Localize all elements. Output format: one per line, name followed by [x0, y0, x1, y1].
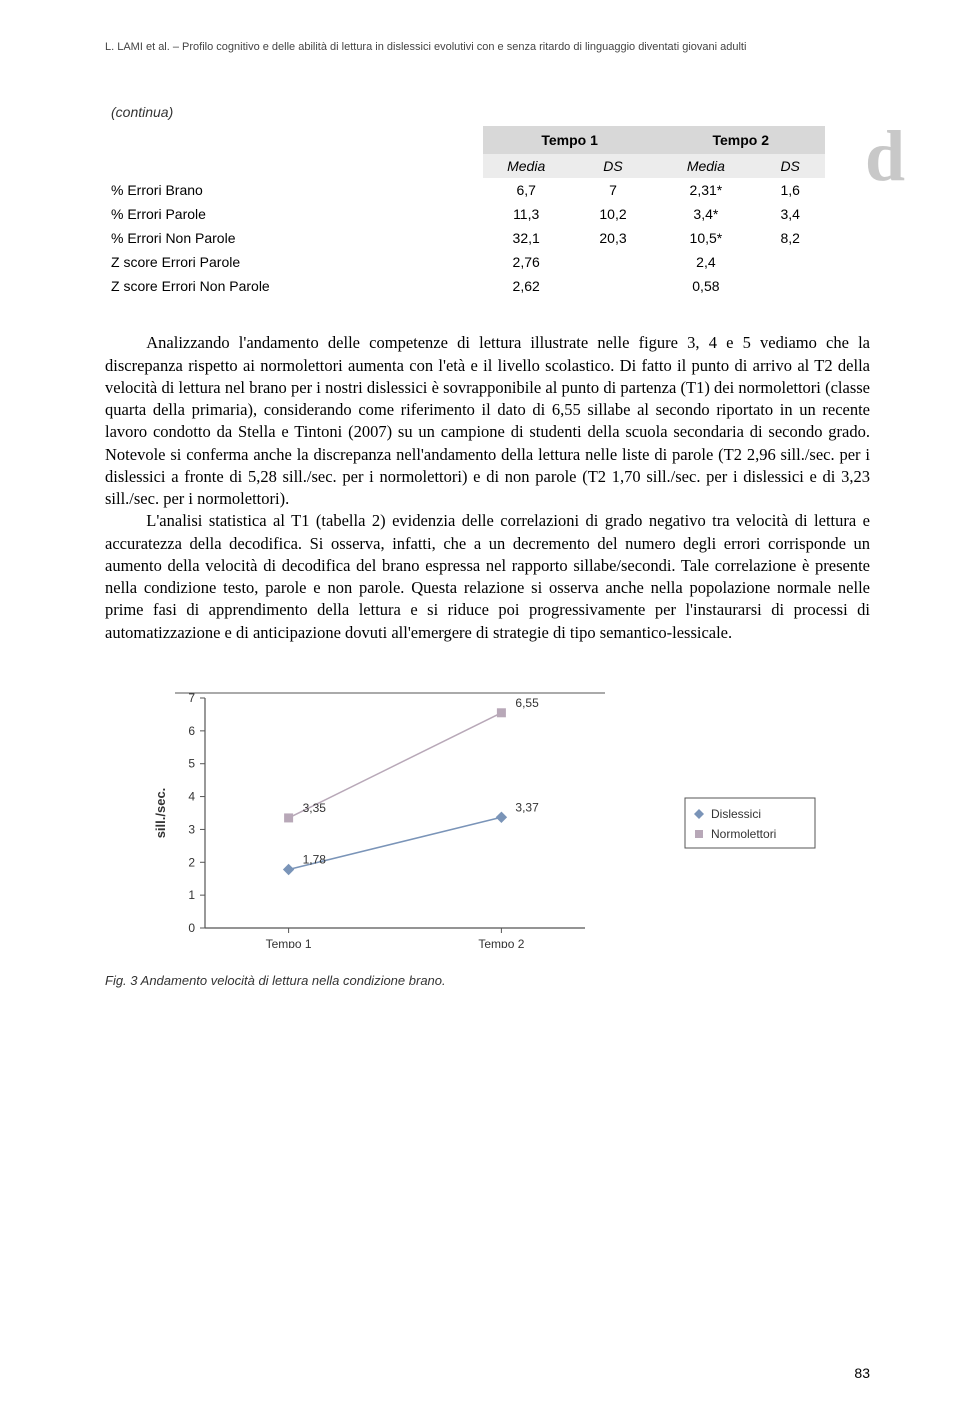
svg-text:5: 5: [188, 757, 195, 771]
row-label: % Errori Non Parole: [105, 226, 483, 250]
svg-text:Tempo 2: Tempo 2: [478, 937, 524, 948]
cell: 2,4: [656, 250, 755, 274]
figure-3-chart: 0 1 2 3 4 5 6 7 Tempo 1 Tempo 2 sill./sec. 1,78 3,37…: [125, 688, 870, 953]
svg-text:sill./sec.: sill./sec.: [153, 788, 168, 839]
svg-text:2: 2: [188, 855, 195, 869]
section-mark-d: d: [865, 120, 905, 192]
cell: [755, 274, 825, 298]
table-row: % Errori Parole11,310,23,4*3,4: [105, 202, 825, 226]
svg-text:0: 0: [188, 921, 195, 935]
svg-text:3,37: 3,37: [515, 800, 539, 814]
subhead-media-2: Media: [656, 154, 755, 178]
table-subheader-row: Media DS Media DS: [105, 154, 825, 178]
cell: 11,3: [483, 202, 570, 226]
svg-text:Tempo 1: Tempo 1: [266, 937, 312, 948]
cell: 3,4*: [656, 202, 755, 226]
page-number: 83: [854, 1365, 870, 1381]
cell: [755, 250, 825, 274]
cell: 2,62: [483, 274, 570, 298]
svg-text:Dislessici: Dislessici: [711, 807, 761, 821]
subhead-ds-1: DS: [570, 154, 657, 178]
table-row: Z score Errori Parole2,76 2,4: [105, 250, 825, 274]
svg-text:7: 7: [188, 691, 195, 705]
row-label: Z score Errori Non Parole: [105, 274, 483, 298]
col-group-tempo2: Tempo 2: [656, 126, 825, 154]
cell: 6,7: [483, 178, 570, 202]
table-row: Z score Errori Non Parole2,62 0,58: [105, 274, 825, 298]
cell: 10,2: [570, 202, 657, 226]
svg-text:6: 6: [188, 724, 195, 738]
svg-text:1: 1: [188, 888, 195, 902]
svg-text:4: 4: [188, 790, 195, 804]
cell: 8,2: [755, 226, 825, 250]
paragraph-1: Analizzando l'andamento delle competenze…: [105, 332, 870, 510]
row-label: Z score Errori Parole: [105, 250, 483, 274]
table-row: % Errori Brano6,772,31*1,6: [105, 178, 825, 202]
cell: 1,6: [755, 178, 825, 202]
cell: 3,4: [755, 202, 825, 226]
cell: 7: [570, 178, 657, 202]
figure-caption: Fig. 3 Andamento velocità di lettura nel…: [105, 973, 870, 988]
cell: 32,1: [483, 226, 570, 250]
paragraph-2: L'analisi statistica al T1 (tabella 2) e…: [105, 510, 870, 644]
results-table: Tempo 1 Tempo 2 Media DS Media DS % Erro…: [105, 126, 825, 298]
header-authors: L. LAMI et al.: [105, 41, 170, 53]
svg-text:3,35: 3,35: [303, 801, 327, 815]
running-head: L. LAMI et al. – Profilo cognitivo e del…: [105, 40, 870, 54]
figure-caption-text: Andamento velocità di lettura nella cond…: [138, 973, 446, 988]
col-group-tempo1: Tempo 1: [483, 126, 657, 154]
row-label: % Errori Parole: [105, 202, 483, 226]
row-label: % Errori Brano: [105, 178, 483, 202]
header-title: – Profilo cognitivo e delle abilità di l…: [173, 41, 747, 53]
table-row: % Errori Non Parole32,120,310,5*8,2: [105, 226, 825, 250]
table-continua-label: (continua): [105, 104, 870, 120]
svg-text:3: 3: [188, 822, 195, 836]
cell: 2,76: [483, 250, 570, 274]
svg-text:6,55: 6,55: [515, 696, 539, 710]
cell: [570, 250, 657, 274]
cell: 10,5*: [656, 226, 755, 250]
svg-text:1,78: 1,78: [303, 853, 327, 867]
table-header-row: Tempo 1 Tempo 2: [105, 126, 825, 154]
svg-text:Normolettori: Normolettori: [711, 827, 776, 841]
figure-number: Fig. 3: [105, 973, 138, 988]
subhead-media-1: Media: [483, 154, 570, 178]
line-chart-svg: 0 1 2 3 4 5 6 7 Tempo 1 Tempo 2 sill./sec. 1,78 3,37…: [125, 688, 825, 948]
cell: 20,3: [570, 226, 657, 250]
subhead-ds-2: DS: [755, 154, 825, 178]
body-text: Analizzando l'andamento delle competenze…: [105, 332, 870, 644]
cell: 0,58: [656, 274, 755, 298]
cell: [570, 274, 657, 298]
cell: 2,31*: [656, 178, 755, 202]
